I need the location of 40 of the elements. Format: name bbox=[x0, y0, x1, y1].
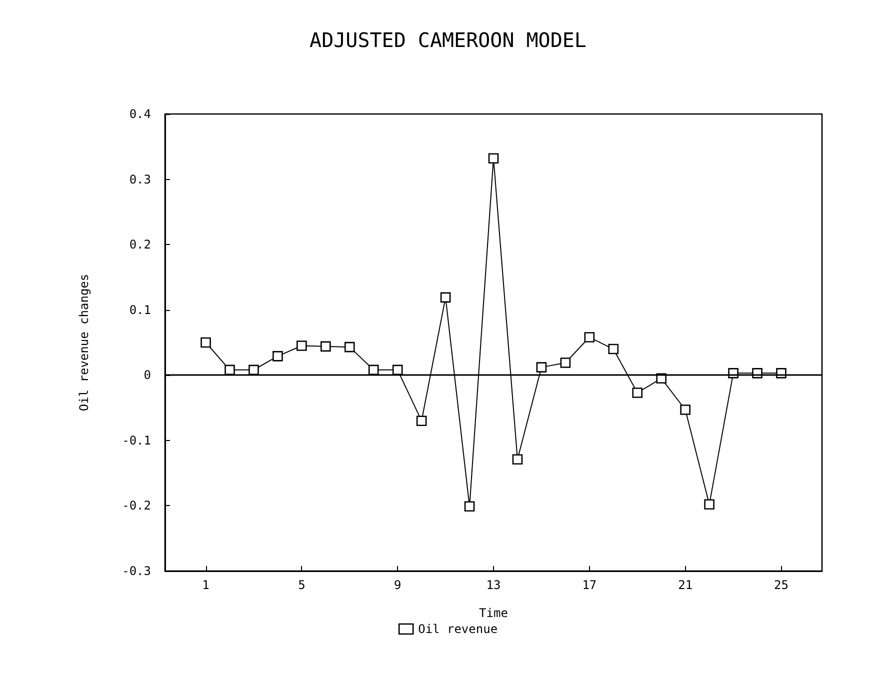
x-tick-label: 21 bbox=[678, 578, 693, 592]
point bbox=[632, 388, 643, 398]
y-tick-label: -0.2 bbox=[122, 498, 151, 513]
point bbox=[536, 362, 547, 372]
point bbox=[272, 351, 283, 362]
point bbox=[296, 340, 307, 351]
x-tick-label: 17 bbox=[582, 578, 597, 592]
x-tick-label: 9 bbox=[394, 578, 402, 592]
x-axis-title: Time bbox=[479, 606, 508, 620]
point bbox=[248, 364, 259, 376]
x-tick-label: 5 bbox=[298, 578, 306, 592]
point bbox=[680, 404, 690, 415]
x-tick-label: 25 bbox=[774, 578, 788, 592]
point bbox=[464, 501, 475, 512]
y-tick-label: 0.3 bbox=[129, 172, 151, 186]
y-tick-label: 0.2 bbox=[129, 238, 151, 252]
point bbox=[416, 416, 427, 426]
point bbox=[344, 342, 355, 352]
point bbox=[200, 337, 211, 348]
point bbox=[320, 341, 331, 352]
y-tick-label: 0 bbox=[144, 368, 151, 382]
point bbox=[488, 153, 499, 164]
point bbox=[368, 364, 379, 376]
y-axis-title: Oil revenue changes bbox=[77, 274, 91, 412]
y-tick-label: 0.4 bbox=[129, 107, 151, 121]
point bbox=[608, 344, 619, 354]
y-tick-label: 0.1 bbox=[129, 302, 151, 317]
y-tick-label: -0.1 bbox=[122, 433, 151, 448]
legend-label: Oil revenue bbox=[418, 622, 498, 636]
x-tick-label: 13 bbox=[486, 578, 501, 592]
point bbox=[584, 332, 595, 342]
point bbox=[440, 292, 451, 303]
point bbox=[512, 454, 523, 465]
point bbox=[392, 364, 403, 376]
y-tick-label: -0.3 bbox=[122, 564, 151, 578]
point bbox=[704, 499, 714, 510]
chart-title: ADJUSTED CAMEROON MODEL bbox=[310, 28, 586, 52]
point bbox=[560, 358, 571, 368]
x-tick-label: 1 bbox=[202, 578, 210, 592]
point bbox=[224, 364, 235, 376]
